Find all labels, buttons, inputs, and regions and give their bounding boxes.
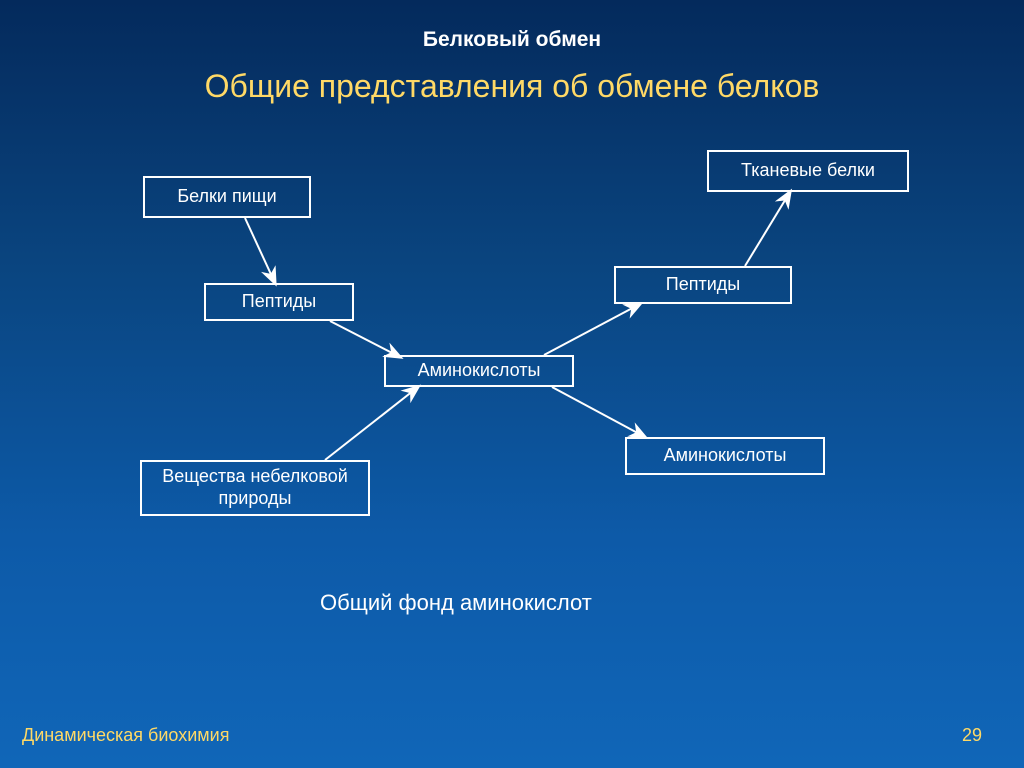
edge-n4-n2 xyxy=(745,192,790,266)
edge-n1-n3 xyxy=(245,218,275,283)
edge-n3-n5 xyxy=(330,321,400,357)
edge-n6-n5 xyxy=(325,387,418,460)
node-n7: Аминокислоты xyxy=(625,437,825,475)
slide-title: Общие представления об обмене белков xyxy=(0,68,1024,105)
node-n1: Белки пищи xyxy=(143,176,311,218)
edge-n5-n4 xyxy=(544,304,640,355)
footer-right: 29 xyxy=(962,725,982,746)
footer-left: Динамическая биохимия xyxy=(22,725,229,746)
node-n2: Тканевые белки xyxy=(707,150,909,192)
edge-n5-n7 xyxy=(552,387,645,437)
slide-heading: Белковый обмен xyxy=(0,28,1024,52)
node-n3: Пептиды xyxy=(204,283,354,321)
diagram-caption: Общий фонд аминокислот xyxy=(320,590,592,616)
node-n5: Аминокислоты xyxy=(384,355,574,387)
node-n4: Пептиды xyxy=(614,266,792,304)
node-n6: Вещества небелковой природы xyxy=(140,460,370,516)
